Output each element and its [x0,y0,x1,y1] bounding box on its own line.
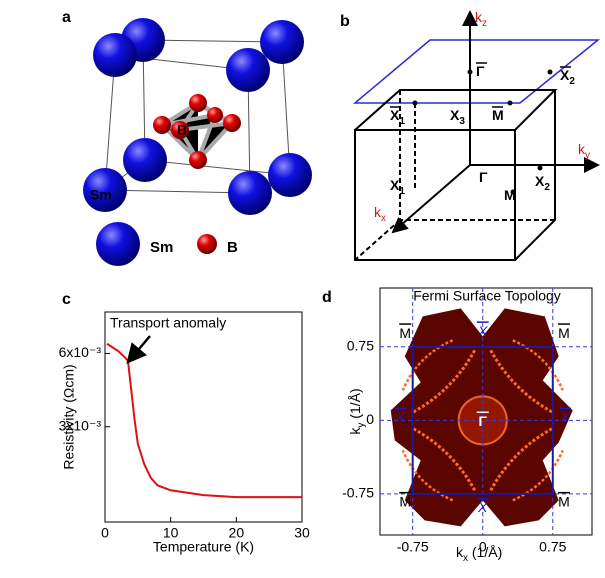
point-label-base: X [450,107,460,123]
axis-label-sub: z [482,18,487,29]
y-axis-label-unit: (1/Å) [347,388,363,422]
point-label-sub: 2 [569,76,575,87]
points [412,69,553,195]
fermi-arc [512,449,564,502]
point-label: X2 [535,173,550,193]
axis-label: kx [374,204,386,224]
x-axis-label: kx (1/Å) [456,544,502,564]
point-label-base: X [390,107,400,123]
point-label: X2 [560,67,575,87]
chart-title: Fermi Surface Topology [413,288,561,304]
point-label: X3 [450,107,465,127]
bulk-bz [354,10,600,261]
axis-label-sub: x [381,213,386,224]
panel-label: d [322,289,332,306]
point-label-base: X [390,177,400,193]
symmetry-label: M [399,325,411,341]
x-axis-label: Temperature (K) [153,539,254,555]
point-label-base: X [535,173,545,189]
bz-boundary [411,345,554,495]
annotation: Transport anomaly [110,315,226,331]
point-label-base: Γ [479,169,488,185]
point-label: X1 [390,107,405,127]
point-label-base: M [492,107,504,123]
y-axis-label-sub: y [356,423,367,428]
point-label: X1 [390,177,405,197]
panel-label: b [340,13,350,30]
x-tick-label: 0.75 [539,539,566,555]
legend-label: Sm [150,239,173,256]
panel-label: a [62,9,71,26]
point-label-base: X [560,67,570,83]
x-axis-label-base: k [456,544,464,560]
point-label: M [504,187,516,203]
point-label-base: M [504,187,516,203]
point-label-sub: 1 [399,116,405,127]
annotation-arrow [126,335,151,364]
symmetry-label: Γ [479,413,488,429]
x-tick-label: 0 [479,539,487,555]
plot-frame [104,311,303,523]
data-line [106,342,302,499]
point-label: Γ [479,169,488,185]
symmetry-label: M [399,493,411,509]
point-label-sub: 3 [459,116,465,127]
symmetry-label: X [559,409,570,425]
fermi-arc [512,339,564,391]
y-tick-label: 6x10⁻³ [59,344,102,360]
legend-label: B [227,239,238,256]
symmetry-label: X [395,409,406,425]
plot-frame [379,287,593,536]
symmetry-label: M [558,493,570,509]
fermi-arc [401,449,454,502]
point-label-sub: 2 [544,182,550,193]
surface-bz [352,39,601,104]
atom-label: Sm [90,187,112,203]
axis-label: kz [475,9,487,29]
axis-label-base: k [578,141,586,157]
y-tick-label: 0.75 [347,338,374,354]
panel-a: a B Sm Sm B [62,9,312,266]
x-axis-label-unit: (1/Å) [468,544,502,560]
point-label: M [492,107,504,123]
y-tick-label: 0 [366,411,374,427]
panel-label: c [62,291,71,308]
x-tick-label: 0 [101,525,109,541]
atom-label: B [177,122,187,138]
point-label-sub: 1 [399,186,405,197]
symmetry-label: M [558,325,570,341]
x-tick-label: 30 [294,525,310,541]
x-tick-label: -0.75 [397,539,429,555]
symmetry-label: X [477,499,488,515]
axis-label-sub: y [585,150,590,161]
point-label: Γ [476,63,485,79]
y-tick-label: 3x10⁻³ [59,417,102,433]
y-axis-label: Resistivity (Ωcm) [61,364,77,469]
symmetry-label: X [477,323,488,339]
y-axis-label: ky (1/Å) [347,388,367,434]
y-axis-label-base: k [347,427,363,435]
x-axis-label-sub: x [463,553,468,564]
axis-label-base: k [374,204,382,220]
x-tick-label: 20 [229,525,245,541]
axis-label-base: k [475,9,483,25]
fermi-arc [401,339,454,391]
axis-label: ky [578,141,590,161]
y-tick-label: -0.75 [342,485,374,501]
x-tick-label: 10 [163,525,179,541]
point-label-base: Γ [476,63,485,79]
atoms [83,18,312,266]
